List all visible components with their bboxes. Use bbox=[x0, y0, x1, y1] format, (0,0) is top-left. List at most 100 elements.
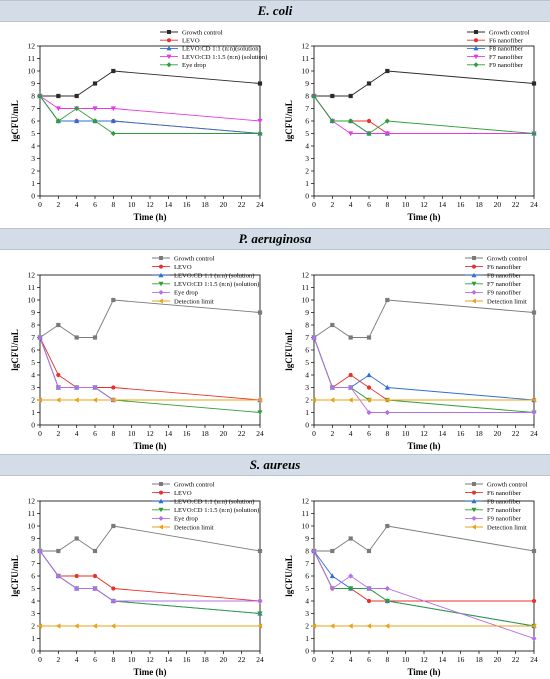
y-tick-label: 11 bbox=[28, 509, 35, 518]
y-tick-label: 0 bbox=[31, 192, 35, 201]
series-detection-limit bbox=[37, 397, 263, 403]
x-tick-label: 8 bbox=[111, 200, 115, 209]
chart-paeruginosa-right: 0 2 4 6 8 10 12 14 16 18 20 22 240123456789101112Tim… bbox=[284, 255, 538, 451]
legend-label: Detection limit bbox=[487, 298, 527, 305]
x-tick-label: 12 bbox=[420, 429, 428, 438]
legend-label: F6 nanofiber bbox=[487, 264, 522, 271]
x-tick-label: 4 bbox=[349, 655, 353, 664]
legend-label: LEVO:CD 1:1.5 (n:n) (solution) bbox=[174, 281, 259, 288]
y-tick-label: 12 bbox=[28, 42, 36, 51]
x-tick-label: 24 bbox=[530, 429, 538, 438]
y-axis-title: lgCFU/mL bbox=[284, 555, 294, 597]
y-tick-label: 8 bbox=[305, 92, 309, 101]
section-title-ecoli: E. coli bbox=[257, 3, 293, 18]
x-tick-label: 8 bbox=[111, 655, 115, 664]
series-growth-control bbox=[311, 68, 537, 99]
legend-label: LEVO:CD 1:1 (n:n) (solution) bbox=[174, 499, 254, 506]
x-tick-label: 2 bbox=[330, 655, 334, 664]
y-axis-title: lgCFU/mL bbox=[284, 100, 294, 142]
x-tick-label: 2 bbox=[56, 655, 60, 664]
x-tick-label: 0 bbox=[312, 200, 316, 209]
y-tick-label: 4 bbox=[305, 371, 309, 380]
y-tick-label: 6 bbox=[31, 346, 35, 355]
data-point bbox=[385, 68, 390, 74]
y-tick-label: 2 bbox=[305, 622, 309, 631]
legend-label: Growth control bbox=[174, 255, 215, 262]
x-tick-label: 18 bbox=[475, 200, 483, 209]
x-tick-label: 4 bbox=[349, 429, 353, 438]
series-line bbox=[314, 70, 535, 97]
data-point bbox=[56, 322, 61, 328]
legend: Growth control F6 nanofiber F8 nanofiberF7… bbox=[465, 255, 528, 305]
legend-label: LEVO bbox=[182, 38, 200, 45]
data-point bbox=[366, 335, 372, 340]
y-tick-label: 6 bbox=[305, 572, 309, 581]
data-point bbox=[110, 130, 116, 137]
data-point bbox=[329, 623, 335, 629]
y-tick-label: 2 bbox=[31, 396, 35, 405]
series-eye-drop bbox=[37, 548, 263, 604]
data-point bbox=[330, 93, 335, 99]
section-band-ecoli: E. coli bbox=[0, 0, 550, 22]
data-point bbox=[92, 548, 98, 554]
x-tick-label: 4 bbox=[349, 200, 353, 209]
data-point bbox=[330, 322, 335, 328]
data-point bbox=[348, 335, 353, 340]
series-f7-nanofiber bbox=[311, 93, 537, 137]
x-tick-label: 12 bbox=[146, 429, 154, 438]
y-tick-label: 4 bbox=[31, 142, 35, 151]
data-point bbox=[92, 335, 98, 340]
series-f9-nanofiber bbox=[311, 548, 537, 642]
data-point bbox=[257, 410, 263, 416]
series-detection-limit bbox=[311, 397, 537, 403]
data-point bbox=[257, 130, 263, 137]
x-tick-label: 12 bbox=[420, 200, 428, 209]
x-tick-label: 2 bbox=[330, 429, 334, 438]
series-line bbox=[314, 525, 535, 552]
data-point bbox=[111, 68, 116, 74]
data-point bbox=[348, 93, 353, 99]
y-tick-label: 9 bbox=[305, 308, 309, 317]
series-f7-nanofiber bbox=[311, 548, 537, 629]
legend-label: F6 nanofiber bbox=[489, 38, 524, 45]
legend-label: F8 nanofiber bbox=[487, 273, 522, 280]
y-tick-label: 6 bbox=[305, 346, 309, 355]
series-line bbox=[39, 95, 261, 134]
x-tick-label: 2 bbox=[330, 200, 334, 209]
data-point bbox=[311, 334, 317, 341]
data-point bbox=[330, 548, 335, 554]
x-axis-title: Time (h) bbox=[407, 667, 440, 677]
x-tick-label: 2 bbox=[56, 429, 60, 438]
legend-label: F8 nanofiber bbox=[489, 46, 524, 53]
legend-marker bbox=[158, 289, 164, 295]
data-point bbox=[366, 81, 372, 86]
y-tick-label: 7 bbox=[31, 333, 35, 342]
data-point bbox=[55, 384, 61, 391]
legend-marker bbox=[158, 524, 163, 530]
x-tick-label: 14 bbox=[165, 429, 173, 438]
legend-marker bbox=[158, 515, 164, 521]
y-tick-label: 0 bbox=[31, 421, 35, 430]
x-tick-label: 22 bbox=[512, 429, 520, 438]
y-tick-label: 4 bbox=[31, 597, 35, 606]
y-tick-label: 4 bbox=[31, 371, 35, 380]
y-tick-label: 7 bbox=[305, 559, 309, 568]
chart-ecoli-left: 0 2 4 6 8 10 12 14 16 18 20 22 240123456789101112Tim… bbox=[10, 29, 267, 222]
x-tick-label: 20 bbox=[220, 655, 228, 664]
data-point bbox=[257, 598, 263, 604]
legend-label: Growth control bbox=[487, 255, 528, 262]
legend-label: Eye drop bbox=[174, 290, 199, 297]
y-tick-label: 9 bbox=[305, 79, 309, 88]
data-point bbox=[531, 130, 537, 137]
y-tick-label: 5 bbox=[305, 584, 309, 593]
series-f6-nanofiber bbox=[311, 93, 537, 136]
legend-marker bbox=[472, 256, 476, 260]
data-point bbox=[55, 573, 61, 579]
data-point bbox=[92, 573, 98, 579]
x-tick-label: 10 bbox=[128, 429, 136, 438]
y-tick-label: 8 bbox=[31, 321, 35, 330]
data-point bbox=[111, 586, 116, 591]
legend-label: LEVO:CD 1:1.5 (n:n) (solution) bbox=[174, 507, 259, 514]
legend-marker bbox=[166, 62, 172, 68]
data-point bbox=[257, 548, 263, 554]
